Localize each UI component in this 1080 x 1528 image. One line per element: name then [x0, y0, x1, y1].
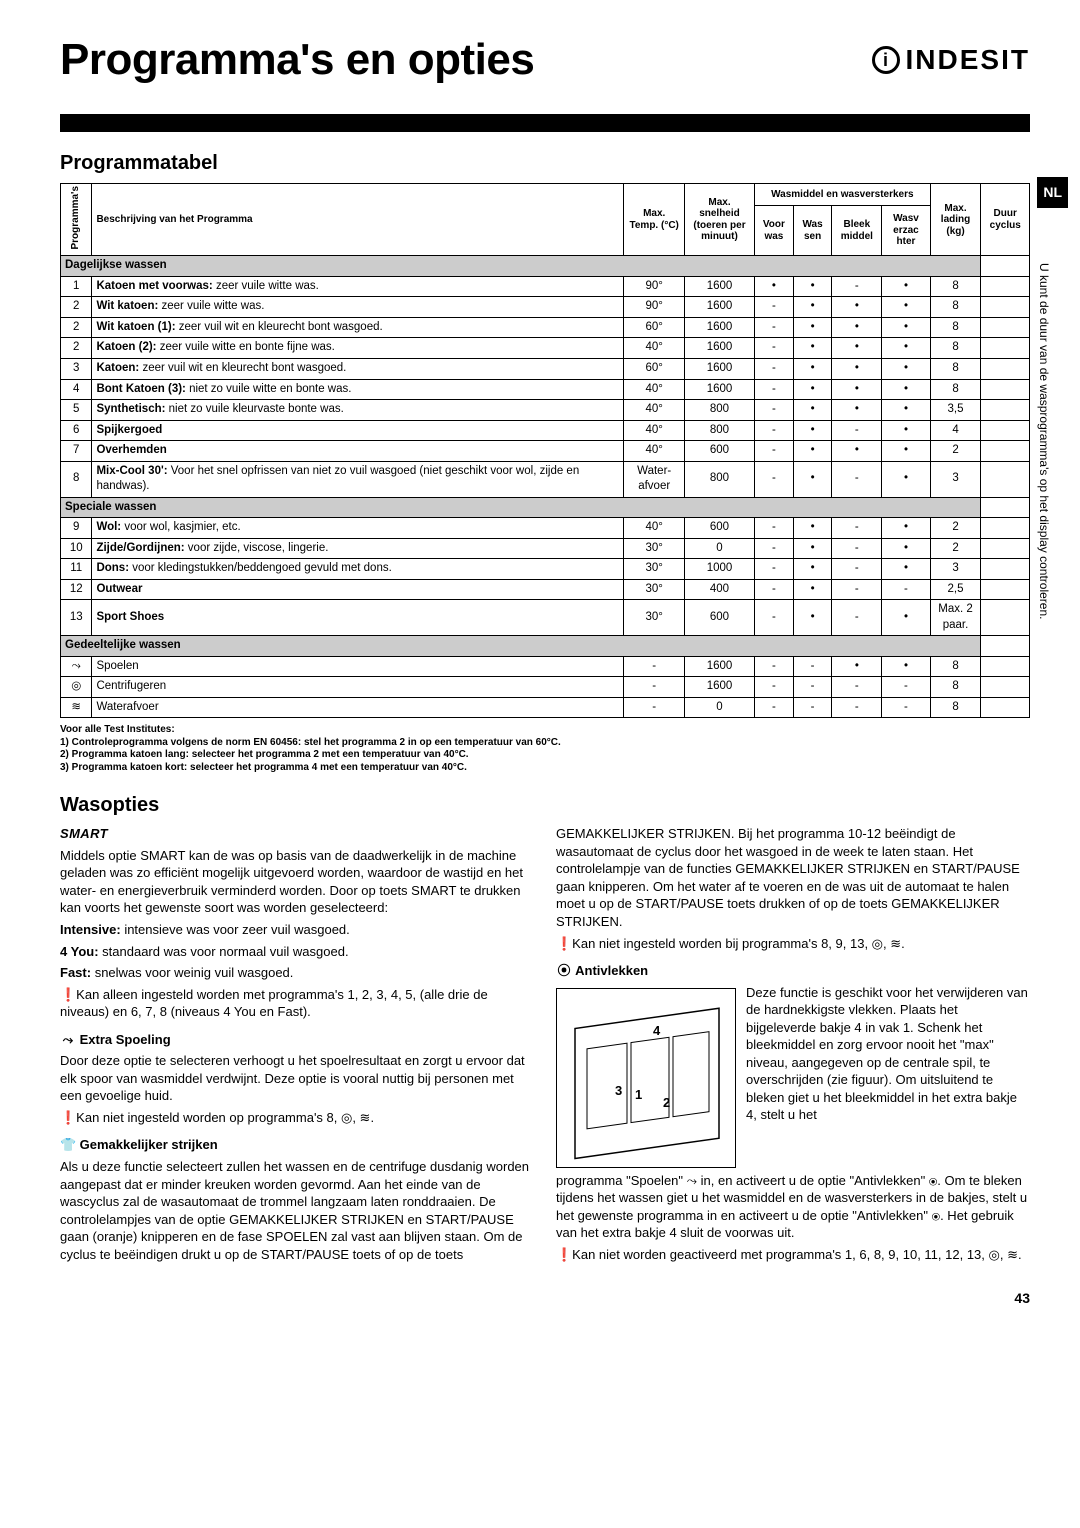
- page-title: Programma's en opties: [60, 30, 534, 89]
- table-row: ≋Waterafvoer-0----8: [61, 697, 1030, 718]
- table-row: 4Bont Katoen (3): niet zo vuile witte en…: [61, 379, 1030, 400]
- col-temp: Max. Temp. (°C): [624, 184, 684, 256]
- fouryou-line: 4 You: standaard was voor normaal vuil w…: [60, 943, 534, 961]
- divider: [60, 114, 1030, 132]
- table-row: 2Wit katoen (1): zeer vuil wit en kleure…: [61, 317, 1030, 338]
- smart-body: Middels optie SMART kan de was op basis …: [60, 847, 534, 917]
- col-wasmiddel: Wasmiddel en wasversterkers: [755, 184, 931, 205]
- smart-label: SMART: [60, 825, 534, 843]
- page-number: 43: [60, 1289, 1030, 1308]
- col-bleek: Bleek middel: [832, 205, 882, 256]
- program-table: Programma's Beschrijving van het Program…: [60, 183, 1030, 718]
- strijken-title: 👕 Gemakkelijker strijken: [60, 1136, 534, 1154]
- wasopties-title: Wasopties: [60, 792, 1030, 819]
- col2-note: ❗Kan niet ingesteld worden bij programma…: [556, 935, 1030, 953]
- col-lading: Max. lading (kg): [930, 184, 981, 256]
- svg-text:4: 4: [653, 1023, 661, 1038]
- svg-text:1: 1: [635, 1087, 642, 1102]
- antivlekken-note: ❗Kan niet worden geactiveerd met program…: [556, 1246, 1030, 1264]
- col2-top: GEMAKKELIJKER STRIJKEN. Bij het programm…: [556, 825, 1030, 930]
- col-snelheid: Max. snelheid (toeren per minuut): [684, 184, 754, 256]
- table-row: 3Katoen: zeer vuil wit en kleurecht bont…: [61, 358, 1030, 379]
- svg-text:2: 2: [663, 1095, 670, 1110]
- table-row: 1Katoen met voorwas: zeer vuile witte wa…: [61, 276, 1030, 297]
- col-programmas: Programma's: [70, 186, 82, 250]
- brand-text: INDESIT: [906, 41, 1030, 79]
- antivlekken-figure: 4 3 1 2: [556, 988, 736, 1168]
- table-row: 2Wit katoen: zeer vuile witte was.90°160…: [61, 297, 1030, 318]
- table-row: 12Outwear30°400-•--2,5: [61, 579, 1030, 600]
- info-icon: i: [872, 46, 900, 74]
- extra-spoeling-note: ❗Kan niet ingesteld worden op programma'…: [60, 1109, 534, 1127]
- extra-spoeling-body: Door deze optie te selecteren verhoogt u…: [60, 1052, 534, 1105]
- antivlekken-title: ⦿ Antivlekken: [556, 962, 1030, 980]
- table-row: 6Spijkergoed40°800-•-•4: [61, 420, 1030, 441]
- table-row: 11Dons: voor kledingstukken/beddengoed g…: [61, 559, 1030, 580]
- table-row: 7Overhemden40°600-•••2: [61, 441, 1030, 462]
- col-beschrijving: Beschrijving van het Programma: [92, 184, 624, 256]
- table-title: Programmatabel: [60, 150, 1030, 177]
- table-row: 5Synthetisch: niet zo vuile kleurvaste b…: [61, 400, 1030, 421]
- table-row: ⤳Spoelen-1600--••8: [61, 656, 1030, 677]
- table-row: 9Wol: voor wol, kasjmier, etc.40°600-•-•…: [61, 518, 1030, 539]
- col-voorwas: Voor was: [755, 205, 794, 256]
- table-row: ◎Centrifugeren-1600----8: [61, 677, 1030, 698]
- smart-note: ❗Kan alleen ingesteld worden met program…: [60, 986, 534, 1021]
- table-row: 10Zijde/Gordijnen: voor zijde, viscose, …: [61, 538, 1030, 559]
- extra-spoeling-title: ⤳ Extra Spoeling: [60, 1031, 534, 1049]
- strijken-body: Als u deze functie selecteert zullen het…: [60, 1158, 534, 1263]
- intensive-line: Intensive: intensieve was voor zeer vuil…: [60, 921, 534, 939]
- fast-line: Fast: snelwas voor weinig vuil wasgoed.: [60, 964, 534, 982]
- brand-logo: i INDESIT: [872, 41, 1030, 79]
- antivlekken-body2: programma "Spoelen" ⤳ in, en activeert u…: [556, 1172, 1030, 1242]
- col-duur: Duur cyclus: [981, 184, 1030, 256]
- side-note: U kunt de duur van de wasprogramma's op …: [1036, 263, 1052, 619]
- table-row: 2Katoen (2): zeer vuile witte en bonte f…: [61, 338, 1030, 359]
- language-tag: NL: [1037, 177, 1068, 208]
- table-row: 13Sport Shoes30°600-•-•Max. 2 paar.: [61, 600, 1030, 636]
- footnotes: Voor alle Test Institutes:1) Controlepro…: [60, 724, 1030, 774]
- table-row: 8Mix-Cool 30': Voor het snel opfrissen v…: [61, 461, 1030, 497]
- col-wassen: Was sen: [793, 205, 832, 256]
- col-wasv: Wasv erzac hter: [882, 205, 930, 256]
- svg-text:3: 3: [615, 1083, 622, 1098]
